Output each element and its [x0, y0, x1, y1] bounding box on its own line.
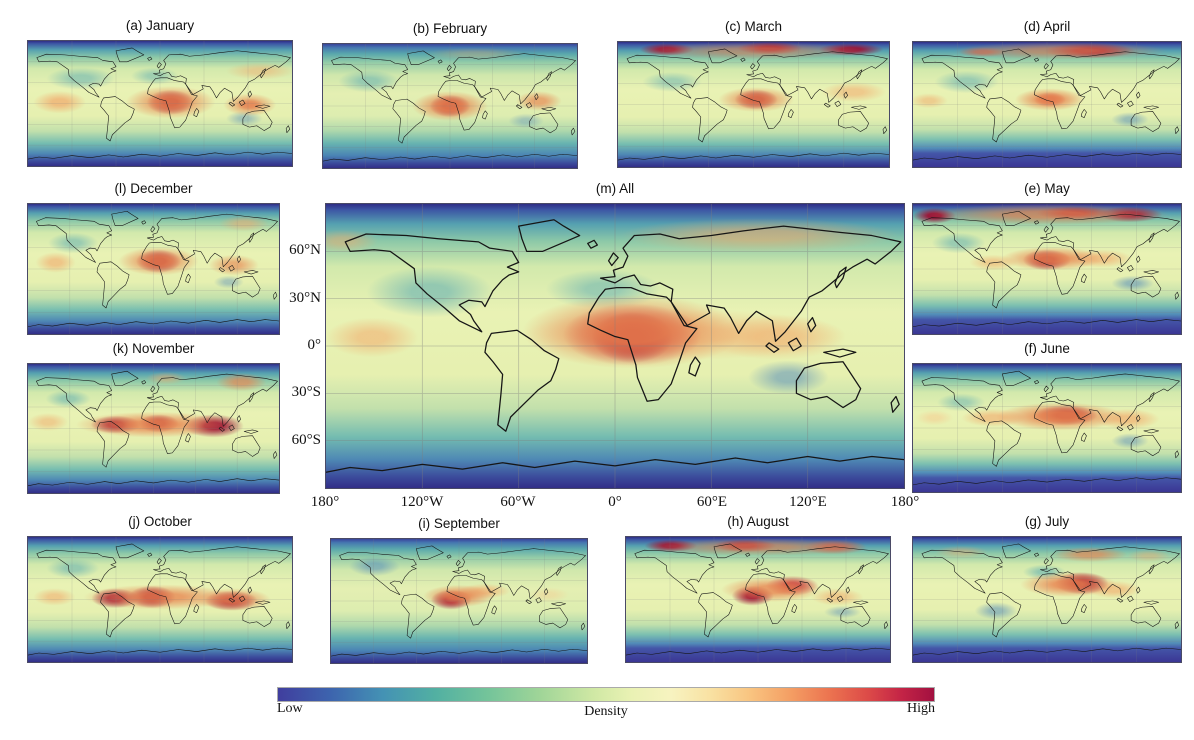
panel-june: (f) June	[912, 337, 1182, 493]
y-tick-30s: 30°S	[291, 384, 321, 400]
world-coastline-overlay	[913, 42, 1181, 167]
graticule-grid	[28, 41, 292, 166]
x-tick-120w: 120°W	[400, 494, 444, 510]
x-tick-120e: 120°E	[789, 494, 827, 510]
map-february	[322, 43, 578, 169]
y-tick-60n: 60°N	[289, 242, 321, 258]
graticule-grid	[28, 364, 279, 493]
panel-april: (d) April	[912, 15, 1182, 168]
world-coastline-overlay	[626, 537, 890, 662]
world-coastline-overlay	[326, 204, 904, 488]
panel-may: (e) May	[912, 177, 1182, 335]
map-october	[27, 536, 293, 663]
graticule-grid	[28, 204, 279, 334]
panel-title: (m) All	[595, 181, 635, 196]
world-coastline-overlay	[618, 42, 889, 167]
panel-title: (g) July	[1024, 514, 1070, 529]
panel-title: (l) December	[114, 181, 193, 196]
colorbar-title: Density	[584, 704, 628, 719]
map-june	[912, 363, 1182, 493]
graticule-grid	[913, 42, 1181, 167]
graticule-grid	[618, 42, 889, 167]
panel-title: (e) May	[1024, 181, 1070, 196]
panel-title: (i) September	[418, 516, 500, 531]
y-tick-30n: 30°N	[289, 290, 321, 306]
panel-title: (a) January	[125, 18, 195, 33]
map-january	[27, 40, 293, 167]
panel-march: (c) March	[617, 15, 890, 168]
panel-november: (k) November	[27, 337, 280, 494]
panel-september: (i) September	[330, 512, 588, 664]
graticule-grid	[913, 204, 1181, 334]
world-coastline-overlay	[28, 41, 292, 166]
x-tick-180e: 180°	[890, 494, 920, 510]
world-coastline-overlay	[913, 364, 1181, 492]
panel-title: (h) August	[727, 514, 789, 529]
colorbar-gradient	[277, 687, 935, 702]
world-coastline-overlay	[913, 537, 1181, 662]
x-tick-60w: 60°W	[500, 494, 536, 510]
panel-title: (c) March	[725, 19, 782, 34]
colorbar-labels: Low Density High	[277, 701, 935, 719]
graticule-grid	[626, 537, 890, 662]
x-tick-0: 0°	[608, 494, 622, 510]
world-coastline-overlay	[913, 204, 1181, 334]
panel-title: (k) November	[112, 341, 195, 356]
colorbar-low-label: Low	[277, 701, 303, 716]
panel-title: (d) April	[1023, 19, 1071, 34]
y-tick-0: 0°	[307, 337, 322, 353]
panel-title: (b) February	[412, 21, 488, 36]
map-september	[330, 538, 588, 664]
map-april	[912, 41, 1182, 168]
graticule-grid	[913, 364, 1181, 492]
panel-july: (g) July	[912, 510, 1182, 663]
x-tick-60e: 60°E	[696, 494, 728, 510]
panel-february: (b) February	[322, 17, 578, 169]
map-august	[625, 536, 891, 663]
panel-title: (f) June	[1024, 341, 1070, 356]
panel-title: (j) October	[128, 514, 192, 529]
panel-january: (a) January	[27, 14, 293, 167]
world-coastline-overlay	[331, 539, 587, 663]
map-march	[617, 41, 890, 168]
world-coastline-overlay	[28, 204, 279, 334]
panel-october: (j) October	[27, 510, 293, 663]
colorbar-high-label: High	[907, 701, 935, 716]
map-december	[27, 203, 280, 335]
world-coastline-overlay	[28, 537, 292, 662]
map-july	[912, 536, 1182, 663]
graticule-grid	[326, 204, 904, 488]
panel-august: (h) August	[625, 510, 891, 663]
y-tick-60s: 60°S	[291, 432, 321, 448]
graticule-grid	[331, 539, 587, 663]
world-coastline-overlay	[28, 364, 279, 493]
x-tick-180w: 180°	[310, 494, 340, 510]
map-november	[27, 363, 280, 494]
panel-all: (m) All	[325, 177, 905, 489]
world-coastline-overlay	[323, 44, 577, 168]
graticule-grid	[28, 537, 292, 662]
panel-december: (l) December	[27, 177, 280, 335]
map-may	[912, 203, 1182, 335]
graticule-grid	[913, 537, 1181, 662]
map-all	[325, 203, 905, 489]
graticule-grid	[323, 44, 577, 168]
